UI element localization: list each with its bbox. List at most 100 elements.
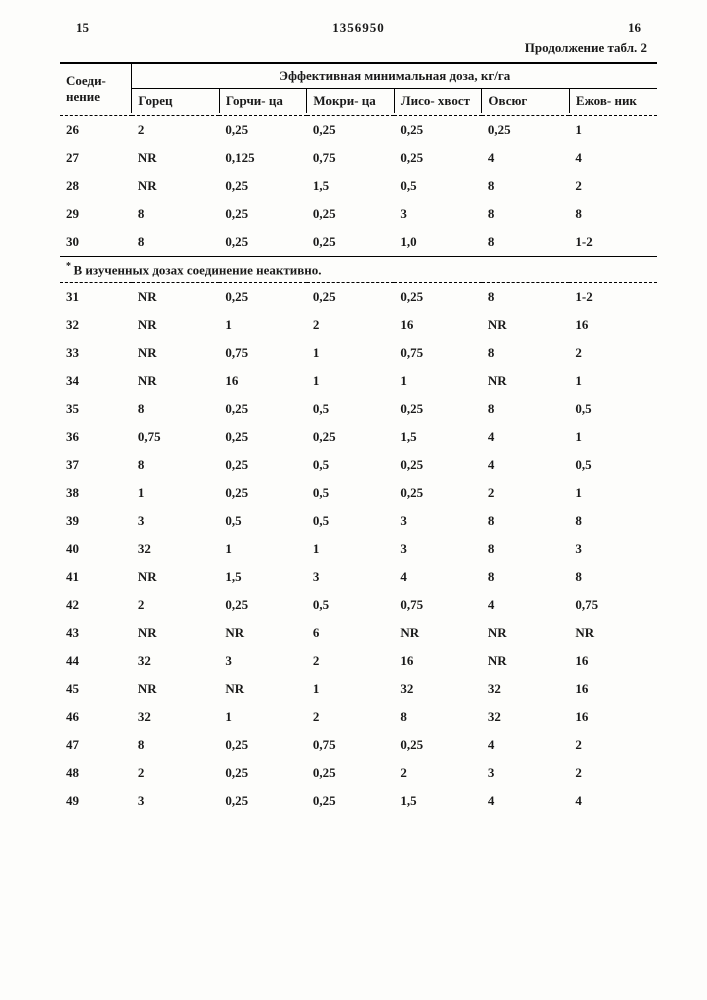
cell: 0,25	[219, 451, 307, 479]
cell: NR	[132, 172, 220, 200]
cell: 0,25	[219, 283, 307, 312]
row-id: 31	[60, 283, 132, 312]
cell: 16	[569, 311, 657, 339]
cell: 0,25	[219, 591, 307, 619]
cell: 3	[394, 200, 482, 228]
cell: NR	[132, 563, 220, 591]
right-page-number: 16	[628, 20, 641, 36]
cell: 2	[307, 311, 395, 339]
cell: 8	[482, 228, 570, 257]
col-header: Овсюг	[482, 89, 570, 114]
table-head: Соеди- нение Эффективная минимальная доз…	[60, 63, 657, 116]
footnote: В изученных дозах соединение неактивно.	[60, 257, 657, 283]
cell: 3	[307, 563, 395, 591]
cell: 0,25	[307, 759, 395, 787]
cell: 8	[132, 395, 220, 423]
cell: 0,25	[394, 731, 482, 759]
cell: 4	[482, 731, 570, 759]
cell: 1,5	[394, 787, 482, 815]
col-header: Горец	[132, 89, 220, 114]
cell: 3	[132, 507, 220, 535]
cell: 8	[482, 200, 570, 228]
cell: 2	[569, 339, 657, 367]
cell: 6	[307, 619, 395, 647]
cell: 0,75	[219, 339, 307, 367]
table-row: 27NR0,1250,750,2544	[60, 144, 657, 172]
cell: 3	[482, 759, 570, 787]
cell: 1	[569, 116, 657, 145]
row-id: 40	[60, 535, 132, 563]
row-id: 37	[60, 451, 132, 479]
cell: 8	[569, 507, 657, 535]
cell: 16	[219, 367, 307, 395]
cell: 0,25	[394, 283, 482, 312]
cell: 0,5	[307, 507, 395, 535]
cell: 0,25	[307, 787, 395, 815]
cell: 1	[219, 703, 307, 731]
cell: 8	[569, 200, 657, 228]
col-header: Мокри- ца	[307, 89, 395, 114]
table-row: 360,750,250,251,541	[60, 423, 657, 451]
cell: 8	[132, 731, 220, 759]
cell: 0,25	[307, 228, 395, 257]
table-row: 3080,250,251,081-2	[60, 228, 657, 257]
cell: 0,25	[394, 116, 482, 145]
cell: NR	[219, 675, 307, 703]
cell: 1,5	[394, 423, 482, 451]
cell: 0,25	[219, 395, 307, 423]
row-id: 29	[60, 200, 132, 228]
cell: 0,25	[219, 479, 307, 507]
cell: NR	[132, 339, 220, 367]
cell: 1	[219, 311, 307, 339]
table-row: 43NRNR6NRNRNR	[60, 619, 657, 647]
cell: 8	[132, 228, 220, 257]
table-row: 403211383	[60, 535, 657, 563]
cell: 0,25	[219, 423, 307, 451]
cell: NR	[132, 283, 220, 312]
cell: 4	[394, 563, 482, 591]
cell: 1-2	[569, 283, 657, 312]
table-row: 46321283216	[60, 703, 657, 731]
cell: 8	[132, 451, 220, 479]
row-id: 47	[60, 731, 132, 759]
cell: 4	[482, 451, 570, 479]
table-row: 4220,250,50,7540,75	[60, 591, 657, 619]
cell: 4	[482, 423, 570, 451]
cell: 4	[482, 591, 570, 619]
cell: 1	[569, 479, 657, 507]
table-row: 2620,250,250,250,251	[60, 116, 657, 145]
cell: 1	[307, 675, 395, 703]
row-id: 49	[60, 787, 132, 815]
cell: NR	[394, 619, 482, 647]
cell: 3	[394, 535, 482, 563]
left-page-number: 15	[76, 20, 89, 36]
cell: NR	[482, 367, 570, 395]
table-body-top: 2620,250,250,250,25127NR0,1250,750,25442…	[60, 116, 657, 257]
row-id: 32	[60, 311, 132, 339]
table-row: 3930,50,5388	[60, 507, 657, 535]
cell: 4	[569, 144, 657, 172]
row-id: 28	[60, 172, 132, 200]
row-id: 43	[60, 619, 132, 647]
cell: 32	[132, 703, 220, 731]
cell: NR	[219, 619, 307, 647]
cell: 8	[482, 395, 570, 423]
cell: 0,5	[569, 395, 657, 423]
cell: 0,5	[394, 172, 482, 200]
table-row: 41NR1,53488	[60, 563, 657, 591]
cell: 0,25	[219, 228, 307, 257]
document-number: 1356950	[332, 20, 385, 36]
cell: 0,25	[307, 423, 395, 451]
cell: 1	[394, 367, 482, 395]
cell: 8	[482, 339, 570, 367]
cell: 3	[569, 535, 657, 563]
cell: 16	[569, 647, 657, 675]
cell: 2	[307, 647, 395, 675]
cell: 16	[394, 647, 482, 675]
cell: 1	[307, 535, 395, 563]
cell: NR	[482, 619, 570, 647]
cell: 0,5	[307, 479, 395, 507]
cell: 1	[307, 367, 395, 395]
top-row: 15 1356950 16	[60, 20, 657, 36]
cell: 1,5	[219, 563, 307, 591]
